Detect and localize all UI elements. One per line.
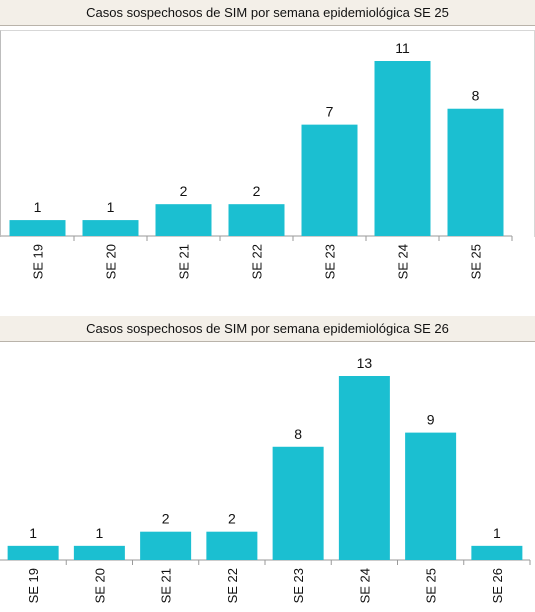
data-label: 2 xyxy=(180,183,188,199)
x-tick-label: SE 22 xyxy=(225,568,240,603)
bar xyxy=(155,204,212,236)
x-tick-label: SE 23 xyxy=(291,568,306,603)
bar xyxy=(73,545,125,560)
chart-title: Casos sospechosos de SIM por semana epid… xyxy=(86,5,449,20)
chart-title: Casos sospechosos de SIM por semana epid… xyxy=(86,321,449,336)
data-label: 13 xyxy=(357,355,373,371)
x-tick-label: SE 25 xyxy=(469,244,484,279)
x-tick-label: SE 25 xyxy=(424,568,439,603)
bar xyxy=(447,108,504,236)
bar xyxy=(140,531,192,560)
bar xyxy=(374,61,431,236)
x-tick-label: SE 20 xyxy=(104,244,119,279)
bar xyxy=(471,545,523,560)
data-label: 7 xyxy=(326,104,334,120)
x-tick-label: SE 19 xyxy=(31,244,46,279)
x-tick-label: SE 23 xyxy=(323,244,338,279)
bar xyxy=(301,124,358,236)
bar xyxy=(405,432,457,560)
chart-panel-se25: Casos sospechosos de SIM por semana epid… xyxy=(0,0,535,300)
bar xyxy=(82,220,139,236)
chart-panel-se26: Casos sospechosos de SIM por semana epid… xyxy=(0,316,535,612)
data-label: 2 xyxy=(162,511,170,527)
x-tick-label: SE 21 xyxy=(177,244,192,279)
bar-chart-se26: 1 SE 19 1 SE 20 2 SE 21 2 SE 22 8 SE 23 13 SE 24 9 SE… xyxy=(0,355,531,603)
data-label: 1 xyxy=(29,525,37,541)
data-label: 8 xyxy=(472,88,480,104)
bar xyxy=(206,531,258,560)
bar xyxy=(272,446,324,560)
x-tick-label: SE 19 xyxy=(26,568,41,603)
bar xyxy=(9,220,66,236)
data-label: 1 xyxy=(493,525,501,541)
bar xyxy=(7,545,59,560)
bar-chart-se25: 1 SE 19 1 SE 20 2 SE 21 2 SE 22 7 SE 23 11 SE 24 8 SE… xyxy=(1,40,513,279)
data-label: 1 xyxy=(107,199,115,215)
data-label: 2 xyxy=(228,511,236,527)
chart-title-bar: Casos sospechosos de SIM por semana epid… xyxy=(0,316,535,342)
chart-title-bar: Casos sospechosos de SIM por semana epid… xyxy=(0,0,535,26)
data-label: 2 xyxy=(253,183,261,199)
data-label: 1 xyxy=(34,199,42,215)
x-tick-label: SE 22 xyxy=(250,244,265,279)
bar xyxy=(228,204,285,236)
data-label: 8 xyxy=(294,426,302,442)
data-label: 11 xyxy=(395,40,410,56)
x-tick-label: SE 24 xyxy=(396,244,411,279)
x-tick-label: SE 26 xyxy=(490,568,505,603)
bar xyxy=(338,376,390,560)
x-tick-label: SE 24 xyxy=(357,568,372,603)
data-label: 1 xyxy=(95,525,103,541)
x-tick-label: SE 21 xyxy=(159,568,174,603)
x-tick-label: SE 20 xyxy=(92,568,107,603)
data-label: 9 xyxy=(427,412,435,428)
